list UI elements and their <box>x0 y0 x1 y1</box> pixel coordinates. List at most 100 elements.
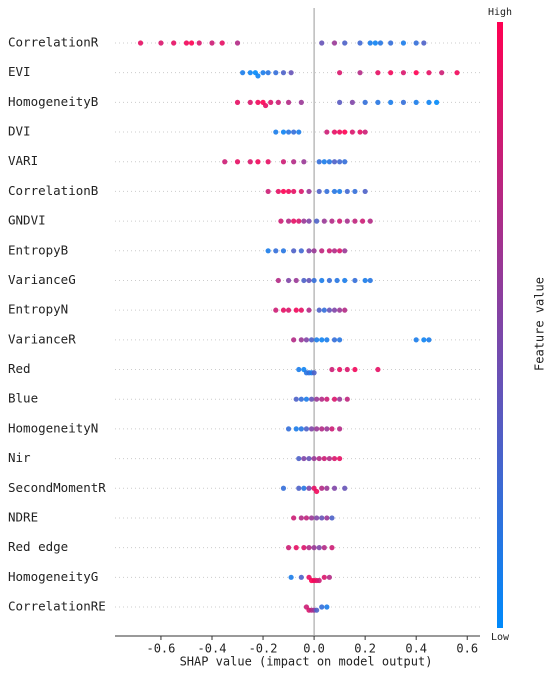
category-label: HomogeneityB <box>8 94 98 109</box>
dot <box>268 99 274 105</box>
dot <box>298 99 304 105</box>
dot <box>285 277 292 284</box>
dot <box>247 159 253 165</box>
dot <box>331 307 338 313</box>
dot <box>301 485 307 491</box>
dot <box>324 396 330 402</box>
dot <box>319 515 325 521</box>
dot <box>293 277 299 284</box>
dot <box>291 188 297 195</box>
dot <box>234 40 241 46</box>
dot <box>324 515 330 521</box>
dot <box>331 159 338 165</box>
dot <box>388 70 394 76</box>
dot <box>321 455 327 462</box>
dot <box>377 40 384 46</box>
dot <box>316 545 322 551</box>
dot <box>362 188 368 195</box>
dot <box>337 188 343 195</box>
dot <box>357 70 363 76</box>
colorbar <box>497 22 503 628</box>
dot <box>260 70 266 76</box>
dot <box>375 99 381 105</box>
category-label: HomogeneityN <box>8 420 98 435</box>
dot <box>337 396 343 402</box>
dot <box>331 40 338 46</box>
dot <box>329 218 335 224</box>
x-tick-label: -0.4 <box>198 642 227 656</box>
dot <box>296 366 302 373</box>
x-tick-label: -0.2 <box>249 642 278 656</box>
dot <box>375 70 381 76</box>
dot <box>314 218 320 224</box>
dot <box>359 218 366 224</box>
dot <box>319 485 325 491</box>
dot <box>413 337 419 343</box>
category-label: VARI <box>8 153 38 168</box>
x-tick-label: 0.6 <box>456 642 478 656</box>
dot <box>308 426 315 432</box>
dot <box>316 307 322 313</box>
dot <box>388 40 394 46</box>
dot <box>344 366 350 373</box>
dot <box>357 129 363 135</box>
dot <box>337 248 343 254</box>
category-label: VarianceG <box>8 272 76 287</box>
dot <box>342 159 348 165</box>
dot <box>357 40 363 46</box>
dot <box>319 426 325 432</box>
dot <box>301 159 307 165</box>
category-label: Nir <box>8 450 31 465</box>
dot <box>331 188 338 195</box>
dot <box>291 515 297 521</box>
dot <box>306 218 312 224</box>
dot <box>326 248 333 254</box>
dot <box>240 70 246 76</box>
dot <box>319 248 325 254</box>
dot <box>329 426 335 432</box>
dot <box>298 426 304 432</box>
category-label: EntropyN <box>8 302 68 317</box>
dot <box>255 73 261 79</box>
dot <box>293 307 299 313</box>
category-label: HomogeneityG <box>8 569 98 584</box>
dot <box>306 545 312 551</box>
dot <box>434 99 440 105</box>
dot <box>280 70 287 76</box>
category-label: Red edge <box>8 539 68 554</box>
dot <box>293 545 299 551</box>
dot <box>367 40 373 46</box>
dot <box>324 188 330 195</box>
dot <box>301 545 307 551</box>
dot <box>285 545 292 551</box>
dot <box>306 455 312 462</box>
dot <box>344 396 350 402</box>
colorbar-low: Low <box>491 632 510 643</box>
dot <box>158 40 164 46</box>
dot <box>288 574 294 580</box>
dot <box>362 277 368 284</box>
dot <box>337 455 343 462</box>
dot <box>319 337 325 343</box>
dot <box>291 159 297 165</box>
x-tick-label: -0.6 <box>146 642 175 656</box>
dot <box>413 99 419 105</box>
dot <box>316 577 322 584</box>
dot <box>344 218 350 224</box>
dot <box>296 485 302 491</box>
category-label: EVI <box>8 64 31 79</box>
dot <box>285 99 292 105</box>
dot <box>337 159 343 165</box>
dot <box>293 426 299 432</box>
dot <box>337 218 343 224</box>
dot <box>275 188 281 195</box>
dot <box>334 277 340 284</box>
dot <box>367 277 373 284</box>
dot <box>296 218 302 224</box>
dot <box>331 455 338 462</box>
dot <box>413 70 419 76</box>
dot <box>400 99 407 105</box>
dot <box>324 337 330 343</box>
category-label: SecondMomentR <box>8 480 106 495</box>
